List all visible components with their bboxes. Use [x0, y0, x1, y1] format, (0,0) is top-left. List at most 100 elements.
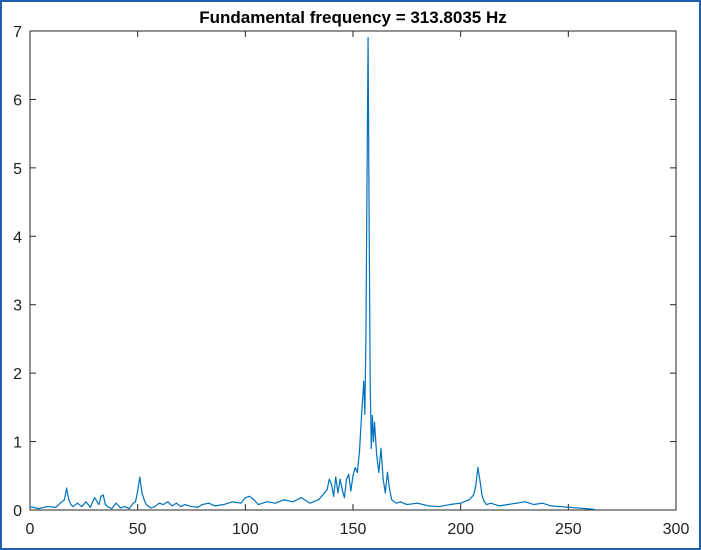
y-tick-label: 5: [13, 161, 22, 178]
data-point: [111, 508, 113, 510]
data-point: [376, 454, 378, 456]
data-point: [214, 505, 216, 507]
data-point: [356, 471, 358, 473]
data-point: [197, 506, 199, 508]
data-point: [330, 483, 333, 485]
data-point: [358, 451, 361, 453]
data-point: [339, 478, 341, 480]
data-point: [567, 506, 569, 508]
data-point: [371, 414, 373, 417]
data-point: [154, 505, 156, 508]
data-point: [348, 473, 350, 476]
data-point: [208, 502, 210, 504]
data-point: [266, 501, 268, 503]
data-point: [533, 503, 535, 506]
data-point: [363, 380, 365, 382]
data-point: [253, 499, 255, 501]
data-point: [364, 413, 366, 415]
data-point: [354, 466, 356, 469]
data-point: [337, 492, 339, 494]
data-point: [343, 497, 345, 499]
data-point: [167, 501, 169, 503]
data-point: [516, 502, 518, 504]
chart-title: Fundamental frequency = 313.8035 Hz: [199, 8, 507, 27]
x-tick-label: 150: [340, 521, 367, 538]
data-point: [115, 502, 117, 504]
data-point: [449, 503, 451, 506]
data-point: [584, 508, 587, 510]
data-point: [370, 447, 372, 450]
x-tick-label: 100: [232, 521, 259, 538]
data-point: [372, 440, 375, 443]
y-tick-label: 1: [13, 435, 22, 452]
x-tick-label: 0: [26, 521, 35, 538]
data-point: [378, 471, 380, 473]
data-point: [184, 503, 186, 506]
data-point: [389, 488, 391, 491]
plot-area: [29, 30, 677, 511]
data-point: [328, 478, 330, 480]
data-point: [175, 502, 178, 504]
data-point: [201, 503, 203, 506]
data-point: [326, 488, 328, 491]
data-point: [322, 494, 324, 496]
x-tick-label: 250: [555, 521, 582, 538]
data-point: [55, 506, 57, 508]
data-point: [368, 222, 370, 224]
data-point: [369, 386, 371, 388]
data-point: [106, 505, 109, 508]
data-point: [171, 505, 173, 507]
data-point: [149, 507, 152, 509]
data-point: [63, 499, 66, 501]
data-point: [68, 499, 70, 501]
data-point: [231, 501, 234, 503]
data-point: [46, 505, 48, 508]
data-point: [485, 503, 488, 506]
data-point: [128, 508, 130, 510]
data-point: [29, 505, 31, 508]
data-point: [38, 508, 40, 510]
data-point: [309, 502, 311, 504]
data-point: [472, 494, 475, 496]
data-point: [98, 503, 100, 506]
y-tick-label: 0: [13, 503, 22, 520]
y-tick-label: 7: [13, 24, 22, 41]
data-point: [559, 505, 561, 508]
data-point: [72, 505, 74, 508]
data-point: [274, 502, 277, 504]
data-point: [283, 499, 285, 501]
data-point: [524, 501, 526, 503]
data-point: [100, 495, 102, 497]
data-point: [66, 487, 68, 489]
data-point: [367, 37, 369, 39]
data-point: [341, 488, 343, 491]
data-point: [257, 503, 259, 506]
data-point: [145, 503, 147, 506]
axis-ticks: [29, 30, 677, 511]
data-point: [373, 421, 376, 424]
y-tick-label: 4: [13, 229, 22, 246]
data-point: [162, 503, 165, 506]
data-point: [490, 502, 492, 504]
data-point: [190, 505, 193, 508]
data-point: [244, 497, 246, 499]
data-point: [391, 499, 393, 501]
data-points: [29, 37, 595, 510]
data-point: [395, 502, 397, 504]
data-point: [382, 478, 384, 480]
data-point: [94, 497, 96, 499]
data-point: [139, 476, 141, 478]
data-point: [70, 503, 72, 506]
data-point: [380, 447, 382, 450]
data-point: [300, 497, 302, 499]
data-point: [141, 492, 143, 494]
data-point: [483, 501, 485, 503]
data-point: [386, 471, 389, 473]
data-point: [350, 490, 352, 492]
data-point: [333, 495, 335, 497]
data-point: [223, 503, 225, 506]
data-point: [134, 501, 137, 503]
x-tick-label: 200: [447, 521, 474, 538]
data-point: [475, 485, 477, 487]
